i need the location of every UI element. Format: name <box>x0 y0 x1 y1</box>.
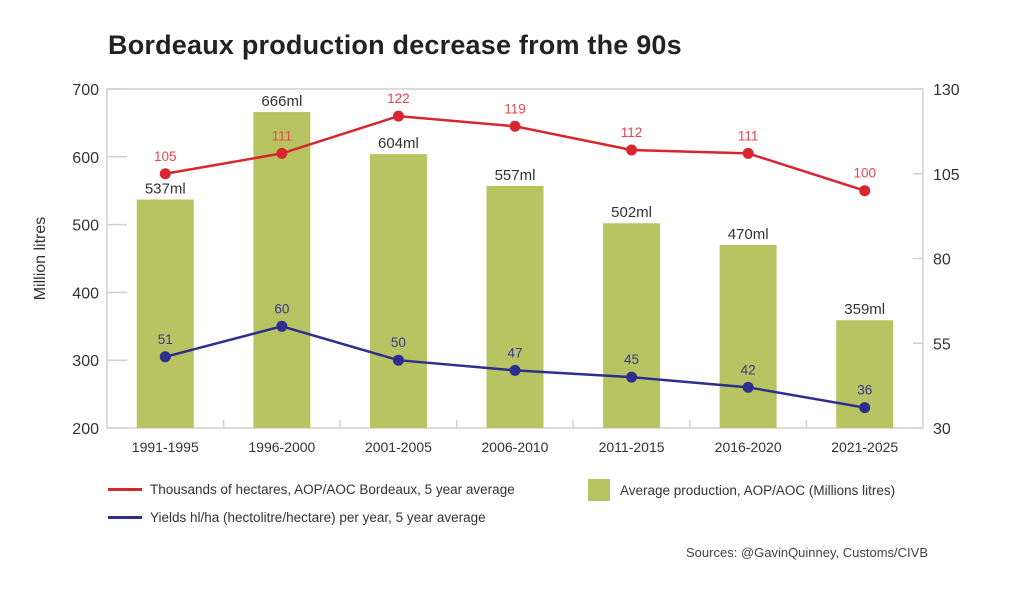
y-tick-label: 200 <box>72 421 99 438</box>
bar <box>603 223 661 428</box>
y2-tick-label: 55 <box>933 336 951 353</box>
x-tick-label: 2011-2015 <box>599 439 665 455</box>
data-point <box>159 351 171 363</box>
data-point <box>626 144 638 156</box>
data-point <box>276 147 288 159</box>
data-point <box>392 354 404 366</box>
y-tick-label: 600 <box>72 150 99 167</box>
data-point <box>509 120 521 132</box>
data-point <box>742 381 754 393</box>
legend-item-production: Average production, AOP/AOC (Millions li… <box>588 479 895 501</box>
bar-label: 557ml <box>495 167 536 184</box>
bar-label: 502ml <box>611 204 652 221</box>
legend-item-yields: Yields hl/ha (hectolitre/hectare) per ye… <box>108 510 486 525</box>
bar-label: 604ml <box>378 135 419 152</box>
data-label: 119 <box>504 101 526 116</box>
data-label: 47 <box>507 345 522 360</box>
bar <box>486 185 544 428</box>
x-tick-label: 2021-2025 <box>831 439 898 455</box>
data-label: 36 <box>857 383 872 398</box>
x-tick-label: 2016-2020 <box>715 439 782 455</box>
data-label: 50 <box>391 335 406 350</box>
legend-line-red <box>108 488 142 491</box>
x-tick-label: 1991-1995 <box>132 439 199 455</box>
x-tick-label: 2001-2005 <box>365 439 432 455</box>
source-note: Sources: @GavinQuinney, Customs/CIVB <box>686 545 928 560</box>
y-tick-label: 300 <box>72 353 99 370</box>
data-label: 112 <box>621 125 643 140</box>
data-label: 105 <box>154 149 177 164</box>
data-point <box>859 185 871 197</box>
legend-swatch-green <box>588 479 610 501</box>
y-tick-label: 400 <box>72 285 99 302</box>
data-point <box>159 168 171 180</box>
bar <box>253 112 311 428</box>
data-label: 122 <box>387 91 410 106</box>
legend-item-hectares: Thousands of hectares, AOP/AOC Bordeaux,… <box>108 482 515 497</box>
data-point <box>276 320 288 332</box>
data-label: 60 <box>274 301 289 316</box>
y2-tick-label: 130 <box>933 82 960 99</box>
data-label: 100 <box>853 166 876 181</box>
data-point <box>626 371 638 383</box>
data-point <box>392 110 404 122</box>
x-tick-label: 1996-2000 <box>248 439 315 455</box>
bar <box>719 244 777 428</box>
data-point <box>509 364 521 376</box>
y-tick-label: 700 <box>72 82 99 99</box>
data-point <box>859 402 871 414</box>
legend-line-blue <box>108 516 142 519</box>
data-label: 51 <box>158 332 173 347</box>
bar-label: 470ml <box>728 226 769 243</box>
data-point <box>742 147 754 159</box>
legend-label: Thousands of hectares, AOP/AOC Bordeaux,… <box>150 482 515 497</box>
x-tick-label: 2006-2010 <box>482 439 549 455</box>
y2-tick-label: 30 <box>933 421 951 438</box>
y-axis-label: Million litres <box>32 217 49 301</box>
y2-tick-label: 105 <box>933 167 960 184</box>
data-label: 111 <box>272 128 293 143</box>
legend-label: Average production, AOP/AOC (Millions li… <box>620 482 896 498</box>
legend-label: Yields hl/ha (hectolitre/hectare) per ye… <box>150 510 486 525</box>
data-label: 42 <box>741 362 756 377</box>
bar-label: 359ml <box>844 301 885 318</box>
bar <box>369 154 427 428</box>
data-label: 45 <box>624 352 639 367</box>
bar-label: 537ml <box>145 181 186 198</box>
chart-title: Bordeaux production decrease from the 90… <box>108 30 682 60</box>
bar-label: 666ml <box>261 93 302 110</box>
data-label: 111 <box>738 128 759 143</box>
bar <box>136 199 194 428</box>
y2-tick-label: 80 <box>933 252 951 269</box>
y-tick-label: 500 <box>72 218 99 235</box>
